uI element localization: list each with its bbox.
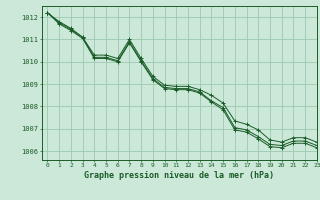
X-axis label: Graphe pression niveau de la mer (hPa): Graphe pression niveau de la mer (hPa): [84, 171, 274, 180]
